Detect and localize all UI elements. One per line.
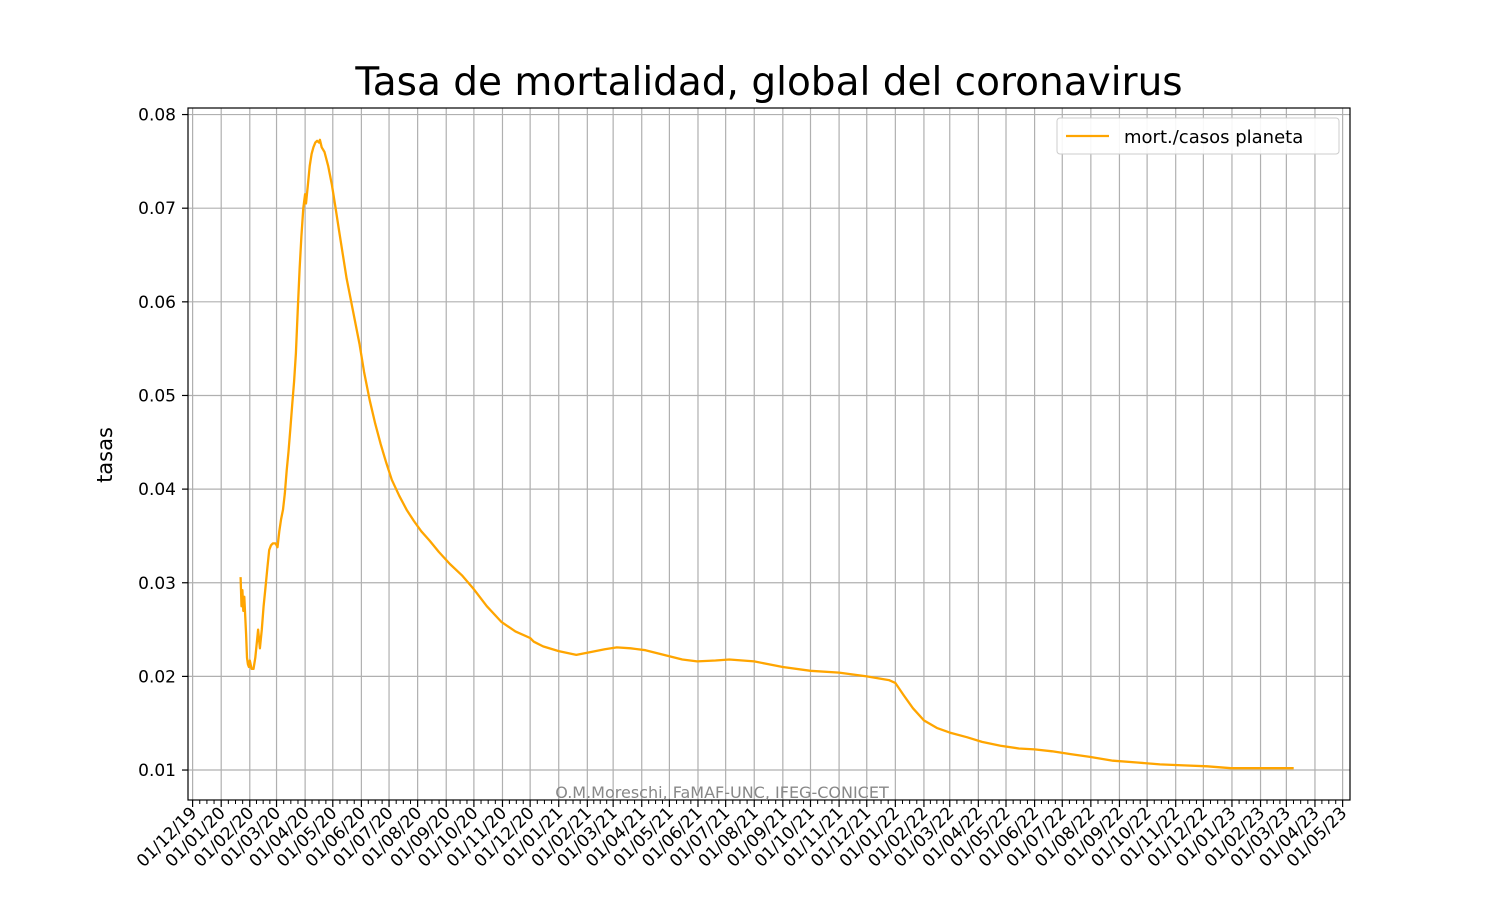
watermark: O.M.Moreschi, FaMAF-UNC, IFEG-CONICET [555,783,889,802]
chart-title: Tasa de mortalidad, global del coronavir… [354,60,1182,105]
y-tick-label: 0.04 [138,480,176,500]
grid [188,108,1350,800]
y-axis-label: tasas [93,427,117,483]
legend: mort./casos planeta [1056,117,1340,155]
legend-box [1056,117,1340,155]
series-line [239,138,1294,770]
series-layer [239,138,1294,770]
y-tick-label: 0.02 [138,667,176,687]
legend-label: mort./casos planeta [1124,127,1303,148]
y-tick-label: 0.01 [138,761,176,781]
y-tick-label: 0.03 [138,574,176,594]
y-tick-label: 0.06 [138,293,176,313]
y-axis: 0.01 0.02 0.03 0.04 0.05 0.06 0.07 0.08 [138,106,188,781]
y-tick-label: 0.05 [138,386,176,406]
y-tick-label: 0.07 [138,199,176,219]
y-tick-label: 0.08 [138,106,176,126]
